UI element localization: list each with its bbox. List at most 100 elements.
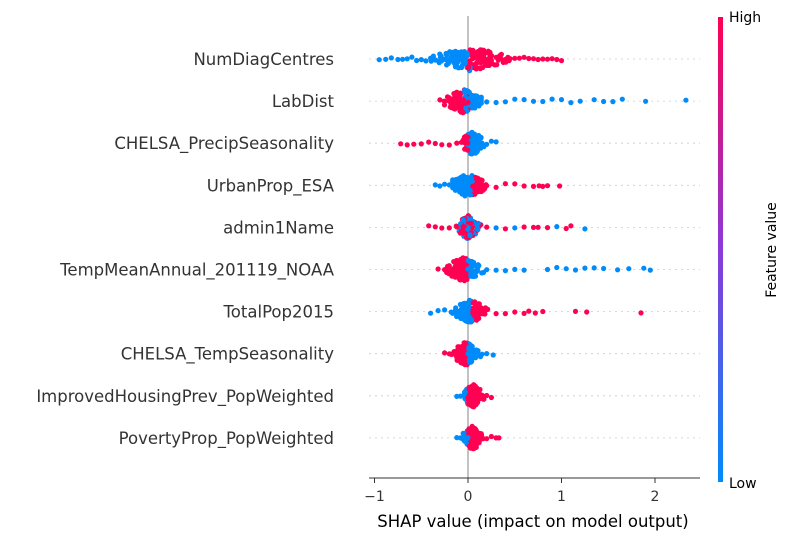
shap-point: [544, 225, 551, 231]
shap-point: [442, 267, 448, 273]
shap-point: [468, 441, 474, 447]
shap-point: [572, 308, 579, 314]
shap-point: [475, 220, 481, 226]
shap-point: [530, 98, 537, 104]
shap-point: [442, 350, 448, 356]
shap-point: [474, 351, 480, 357]
shap-point: [460, 97, 466, 103]
shap-point: [484, 141, 490, 147]
shap-point: [493, 139, 499, 145]
shap-point: [549, 96, 555, 102]
shap-point: [549, 56, 555, 62]
shap-point: [460, 56, 466, 62]
shap-point: [591, 265, 597, 271]
shap-point: [601, 98, 607, 105]
feature-points-LabDist: [437, 87, 689, 116]
shap-point: [423, 58, 429, 64]
shap-point: [435, 308, 441, 314]
shap-point: [502, 181, 508, 187]
shap-point: [470, 403, 477, 409]
shap-point: [442, 98, 448, 104]
shap-point: [446, 142, 452, 148]
shap-point: [479, 393, 485, 399]
shap-point: [451, 350, 457, 356]
shap-point: [467, 315, 473, 321]
shap-point: [470, 300, 476, 306]
shap-point: [484, 307, 490, 313]
shap-point: [435, 266, 441, 272]
shap-point: [530, 224, 537, 230]
shap-point: [376, 57, 382, 63]
shap-point: [465, 351, 471, 357]
feature-points-CHELSA_TempSeasonality: [442, 340, 496, 368]
shap-point: [409, 54, 415, 60]
shap-point: [484, 57, 490, 63]
shap-point: [446, 182, 452, 188]
shap-point: [502, 226, 508, 232]
shap-point: [473, 66, 479, 72]
shap-point: [461, 359, 467, 365]
shap-point: [544, 183, 551, 189]
shap-point: [398, 141, 404, 147]
shap-point: [465, 257, 471, 264]
shap-point: [554, 224, 560, 230]
shap-point: [404, 142, 410, 148]
x-axis-ticks: −1 0 1 2: [364, 478, 659, 505]
shap-point: [530, 56, 537, 62]
shap-point: [540, 308, 546, 315]
shap-point: [453, 63, 459, 69]
shap-point: [478, 178, 484, 185]
shap-point: [647, 267, 653, 273]
shap-point: [448, 309, 454, 315]
shap-point: [467, 232, 473, 239]
shap-point: [446, 263, 452, 269]
shap-point: [470, 351, 476, 358]
shap-point: [446, 351, 452, 357]
shap-point: [463, 105, 469, 111]
shap-point: [502, 99, 508, 105]
shap-point: [484, 267, 490, 273]
shap-point: [459, 177, 466, 183]
feature-points-ImprovedHousingPrev_PopWeighted: [454, 382, 494, 410]
shap-point: [465, 140, 471, 146]
shap-point: [456, 265, 462, 271]
feature-points-UrbanProp_ESA: [432, 173, 563, 199]
shap-point: [502, 268, 508, 274]
feature-points-TempMeanAnnual_201119_NOAA: [435, 255, 653, 284]
feature-label: CHELSA_TempSeasonality: [121, 345, 334, 365]
feature-points-admin1Name: [426, 213, 588, 241]
shap-point: [512, 225, 518, 231]
shap-point: [493, 184, 499, 190]
shap-point: [610, 99, 616, 105]
shap-point: [466, 401, 472, 407]
shap-point: [465, 226, 471, 232]
shap-point: [454, 140, 460, 146]
shap-point: [470, 183, 476, 189]
shap-point: [484, 99, 490, 105]
shap-point: [474, 96, 480, 102]
shap-point: [446, 225, 452, 231]
shap-point: [460, 217, 466, 223]
shap-point: [428, 55, 434, 61]
feature-points-NumDiagCentres: [376, 47, 565, 74]
shap-point: [584, 309, 590, 315]
shap-point: [494, 62, 500, 68]
shap-point: [411, 141, 417, 147]
shap-point: [474, 385, 480, 391]
shap-point: [463, 276, 469, 282]
shap-point: [470, 309, 476, 315]
shap-point: [507, 56, 513, 62]
shap-point: [484, 392, 490, 399]
shap-point: [465, 310, 471, 316]
shap-point: [465, 64, 471, 70]
shap-point: [451, 100, 457, 106]
feature-label: LabDist: [272, 92, 335, 111]
feature-points-PovertyProp_PopWeighted: [454, 423, 502, 452]
shap-point: [470, 56, 476, 62]
shap-point: [554, 264, 560, 271]
shap-point: [493, 225, 499, 231]
shap-point: [530, 183, 537, 189]
shap-point: [641, 265, 647, 271]
shap-point: [462, 90, 468, 96]
shap-point: [470, 392, 476, 398]
